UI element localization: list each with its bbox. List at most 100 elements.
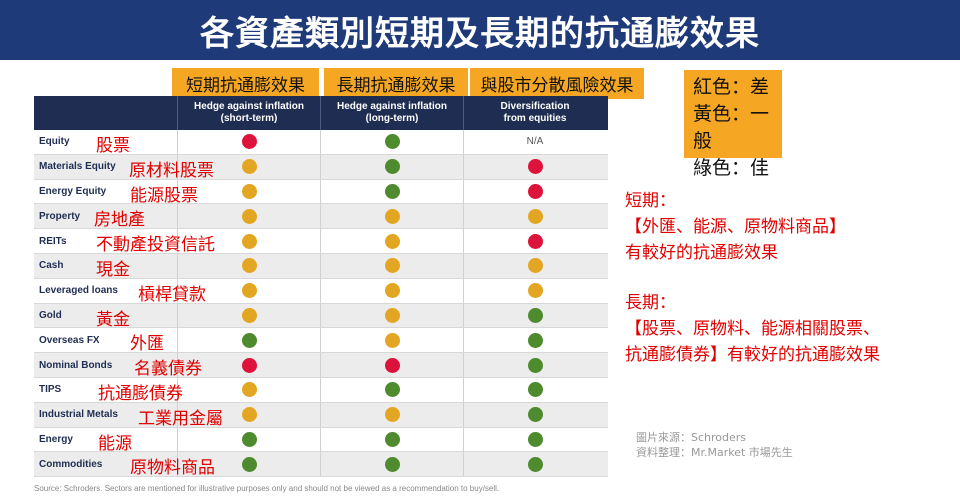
table-row: Overseas FX 外匯 [34,328,608,354]
green-dot-icon [527,456,543,472]
green-dot-icon [384,183,400,199]
diversification-rating-cell [463,154,606,179]
long-term-rating-cell [320,328,463,353]
green-dot-icon [527,357,543,373]
asset-name-cell: Energy Equity 能源股票 [34,180,198,206]
green-dot-icon [527,431,543,447]
asset-name-cell: TIPS 抗通膨債券 [34,378,183,404]
long-term-note-line2: 抗通膨債券】有較好的抗通膨效果 [625,345,880,365]
asset-name-zh: 能源 [98,433,132,454]
diversification-rating-cell [463,278,606,303]
green-dot-icon [527,332,543,348]
long-term-rating-cell [320,402,463,427]
source-footnote: Source: Schroders. Sectors are mentioned… [34,484,500,493]
asset-name-cell: Gold 黃金 [34,304,177,330]
long-term-rating-cell [320,179,463,204]
asset-name-cell: Equity 股票 [34,130,177,156]
asset-name-cell: REITs 不動產投資信託 [34,229,215,255]
amber-dot-icon [527,208,543,224]
green-dot-icon [527,407,543,423]
header-corner [34,96,177,130]
asset-name-zh: 原物料商品 [130,458,215,479]
asset-name-cell: Overseas FX 外匯 [34,328,177,354]
amber-dot-icon [384,283,400,299]
diversification-rating-cell [463,179,606,204]
amber-dot-icon [527,283,543,299]
short-term-note-line2: 有較好的抗通膨效果 [625,243,778,263]
red-dot-icon [527,233,543,249]
long-term-rating-cell [320,303,463,328]
asset-table: Hedge against inflation (short-term) Hedg… [34,96,608,478]
green-dot-icon [241,456,257,472]
amber-dot-icon [241,307,257,323]
long-term-rating-cell [320,204,463,229]
asset-name-en: Equity [39,136,70,148]
credit-block: 圖片來源：Schroders 資料整理：Mr.Market 市場先生 [636,430,793,460]
short-term-rating-cell [177,328,320,353]
table-row: Property 房地產 [34,204,608,230]
green-dot-icon [384,159,400,175]
amber-dot-icon [241,283,257,299]
asset-name-cell: Leveraged loans 槓桿貸款 [34,279,206,305]
red-dot-icon [527,183,543,199]
table-row: Energy 能源 [34,427,608,454]
asset-name-en: Leveraged loans [39,285,118,297]
diversification-rating-cell [463,303,606,328]
diversification-rating-cell: N/A [463,130,606,154]
green-dot-icon [384,134,400,150]
long-term-rating-cell [320,377,463,402]
amber-dot-icon [384,307,400,323]
green-dot-icon [527,382,543,398]
asset-name-zh: 不動產投資信託 [96,235,215,256]
short-term-rating-cell [177,427,320,452]
header-short-term: Hedge against inflation (short-term) [177,96,320,130]
asset-name-en: REITs [39,235,67,247]
asset-name-zh: 黃金 [96,309,130,330]
table-body: Equity 股票 N/A Materials Equity 原材料股票 Energy E… [34,130,608,478]
red-dot-icon [241,357,257,373]
amber-dot-icon [241,382,257,398]
red-dot-icon [384,357,400,373]
na-text: N/A [526,136,544,148]
legend-yellow: 黃色：一般 [693,103,770,152]
long-term-rating-cell [320,229,463,253]
table-row: Energy Equity 能源股票 [34,179,608,206]
amber-dot-icon [384,332,400,348]
asset-name-zh: 現金 [96,259,130,280]
asset-name-zh: 抗通膨債券 [98,383,183,404]
table-header: Hedge against inflation (short-term) Hedg… [34,96,608,130]
green-dot-icon [384,456,400,472]
asset-name-en: Industrial Metals [39,409,118,421]
table-row: Nominal Bonds 名義債券 [34,353,608,379]
table-row: Industrial Metals 工業用金屬 [34,402,608,429]
short-term-rating-cell [177,278,320,303]
asset-name-cell: Materials Equity 原材料股票 [34,155,214,181]
header-diversification: Diversification from equities [463,96,606,130]
short-term-note: 短期： 【外匯、能源、原物料商品】 有較好的抗通膨效果 [625,188,846,266]
long-term-note: 長期： 【股票、原物料、能源相關股票、 抗通膨債券】有較好的抗通膨效果 [625,290,880,368]
short-term-rating-cell [177,154,320,179]
green-dot-icon [384,382,400,398]
asset-name-zh: 股票 [96,136,130,156]
short-term-note-line1: 【外匯、能源、原物料商品】 [625,217,846,237]
diversification-rating-cell [463,452,606,477]
asset-name-cell: Cash 現金 [34,254,177,280]
long-term-rating-cell [320,452,463,477]
short-term-rating-cell [177,130,320,154]
table-row: TIPS 抗通膨債券 [34,377,608,404]
diversification-rating-cell [463,229,606,253]
asset-name-en: Overseas FX [39,334,100,346]
short-term-rating-cell [177,204,320,229]
asset-name-cell: Nominal Bonds 名義債券 [34,353,202,379]
green-dot-icon [241,431,257,447]
table-row: Materials Equity 原材料股票 [34,154,608,181]
asset-name-zh: 槓桿貸款 [138,284,206,305]
asset-name-cell: Commodities 原物料商品 [34,452,215,478]
short-term-rating-cell [177,179,320,204]
short-term-rating-cell [177,229,320,253]
asset-name-zh: 工業用金屬 [138,408,223,429]
amber-dot-icon [241,208,257,224]
green-dot-icon [384,431,400,447]
table-row: Cash 現金 [34,253,608,280]
asset-name-en: Commodities [39,458,103,470]
